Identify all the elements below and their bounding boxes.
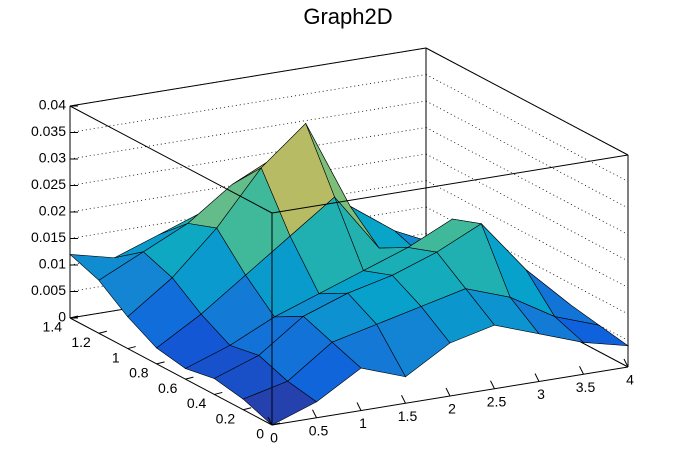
y-tick-label: 1.4 <box>43 319 63 335</box>
x-tick <box>356 402 362 411</box>
z-tick-label: 0.01 <box>39 256 66 272</box>
z-tick-label: 0.025 <box>31 176 66 192</box>
x-tick-label: 1.5 <box>398 408 418 424</box>
z-tick-label: 0.03 <box>39 150 66 166</box>
chart-title: Graph2D <box>303 4 392 29</box>
x-tick <box>445 387 451 397</box>
box-edge <box>69 105 273 214</box>
y-tick-label: 1.2 <box>71 334 91 350</box>
y-tick <box>98 330 107 334</box>
y-tick-label: 0.2 <box>216 410 236 426</box>
grid-line <box>69 100 427 160</box>
y-tick-label: 0.6 <box>158 380 178 396</box>
z-tick-label: 0.005 <box>31 282 66 298</box>
y-tick-label: 0.8 <box>129 365 149 381</box>
grid-line <box>425 74 629 182</box>
x-tick-label: 2.5 <box>487 393 507 409</box>
y-tick <box>156 361 165 365</box>
x-tick-label: 1 <box>359 415 367 431</box>
x-tick <box>267 416 273 426</box>
x-tick <box>623 358 629 368</box>
z-tick-label: 0.02 <box>39 203 66 219</box>
y-tick-label: 0.4 <box>187 395 207 411</box>
y-tick <box>243 407 252 411</box>
grid-line <box>69 127 427 186</box>
box-edge <box>425 47 629 156</box>
x-tick-label: 0 <box>270 430 278 446</box>
box-edge <box>69 47 427 107</box>
grid-line <box>425 100 629 209</box>
x-tick <box>579 366 584 375</box>
y-tick-label: 1 <box>112 349 120 365</box>
z-tick-label: 0.035 <box>31 123 66 139</box>
x-tick-label: 2 <box>448 401 456 417</box>
x-tick <box>312 409 317 418</box>
surface-cell <box>242 380 318 426</box>
x-tick <box>534 373 540 382</box>
grid-line <box>425 127 629 235</box>
x-tick-label: 3 <box>537 386 545 402</box>
y-tick <box>127 346 136 350</box>
y-tick <box>214 391 223 395</box>
x-tick-label: 0.5 <box>309 422 329 438</box>
y-tick <box>69 315 79 319</box>
x-tick <box>490 380 495 389</box>
box-edge <box>69 317 273 426</box>
y-tick <box>271 422 281 426</box>
x-tick-label: 3.5 <box>576 379 596 395</box>
y-tick <box>185 376 194 380</box>
z-tick-label: 0.015 <box>31 229 66 245</box>
box-edge <box>271 154 629 214</box>
x-tick <box>401 395 406 404</box>
grid-line <box>69 74 427 133</box>
x-tick-label: 4 <box>626 372 634 388</box>
z-tick-label: 0.04 <box>39 97 66 113</box>
y-tick-label: 0 <box>256 426 264 442</box>
z-tick-label: 0 <box>58 309 66 325</box>
